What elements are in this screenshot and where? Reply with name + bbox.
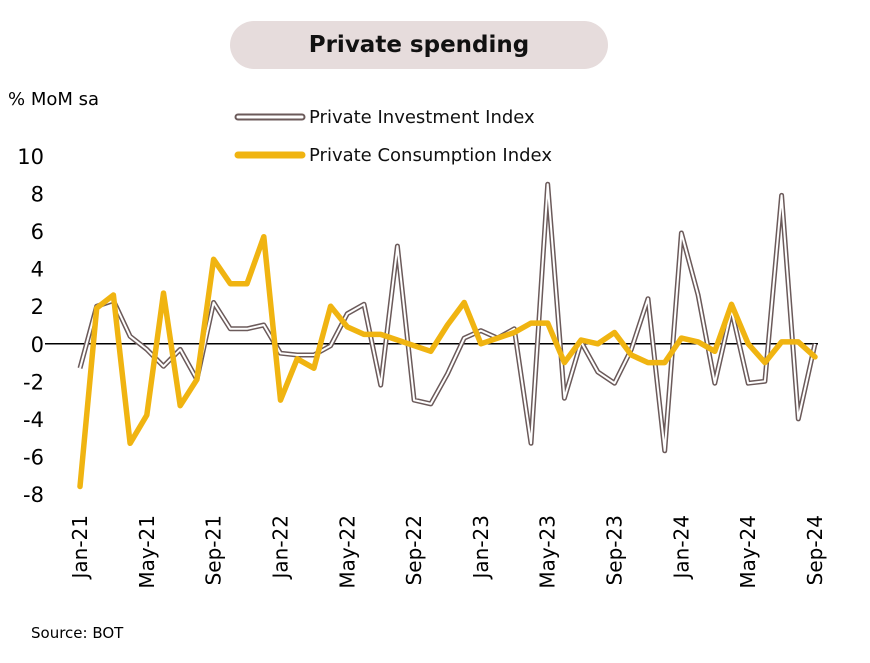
x-tick-label: May-23	[536, 515, 560, 589]
y-axis-ticks: 10 8 6 4 2 0 -2 -4 -6 -8	[17, 145, 44, 507]
legend: Private Investment Index Private Consump…	[234, 107, 552, 166]
source-note: Source: BOT	[31, 624, 124, 642]
y-tick-label: -8	[23, 483, 44, 507]
x-tick-label: Jan-23	[469, 515, 493, 581]
x-tick-label: May-22	[335, 515, 359, 589]
chart-title: Private spending	[308, 32, 530, 58]
y-tick-label: -2	[23, 370, 44, 394]
x-tick-label: Sep-22	[402, 515, 426, 585]
y-tick-label: 10	[17, 145, 44, 169]
x-tick-label: Sep-24	[803, 515, 827, 585]
investment-series-line	[77, 181, 818, 454]
y-tick-label: 8	[31, 183, 44, 207]
x-tick-label: Sep-21	[202, 515, 226, 585]
y-tick-label: 2	[31, 295, 44, 319]
y-axis-unit-label: % MoM sa	[8, 89, 100, 110]
y-tick-label: -6	[23, 445, 44, 469]
y-tick-label: 6	[31, 220, 44, 244]
x-tick-label: May-21	[135, 515, 159, 589]
x-tick-label: May-24	[736, 515, 760, 589]
y-tick-label: 4	[31, 258, 44, 282]
series-layer	[77, 181, 818, 490]
x-tick-label: Sep-23	[603, 515, 627, 585]
consumption-series-line	[77, 233, 818, 490]
x-tick-label: Jan-21	[68, 515, 92, 581]
legend-investment-label: Private Investment Index	[309, 107, 535, 128]
y-tick-label: 0	[31, 333, 44, 357]
x-tick-label: Jan-24	[669, 515, 693, 581]
x-axis-ticks: Jan-21 May-21 Sep-21 Jan-22 May-22 Sep-22 Jan-…	[68, 515, 827, 589]
x-tick-label: Jan-22	[268, 515, 292, 581]
chart-title-pill: Private spending	[230, 21, 608, 69]
y-tick-label: -4	[23, 408, 44, 432]
legend-consumption-label: Private Consumption Index	[309, 145, 552, 166]
